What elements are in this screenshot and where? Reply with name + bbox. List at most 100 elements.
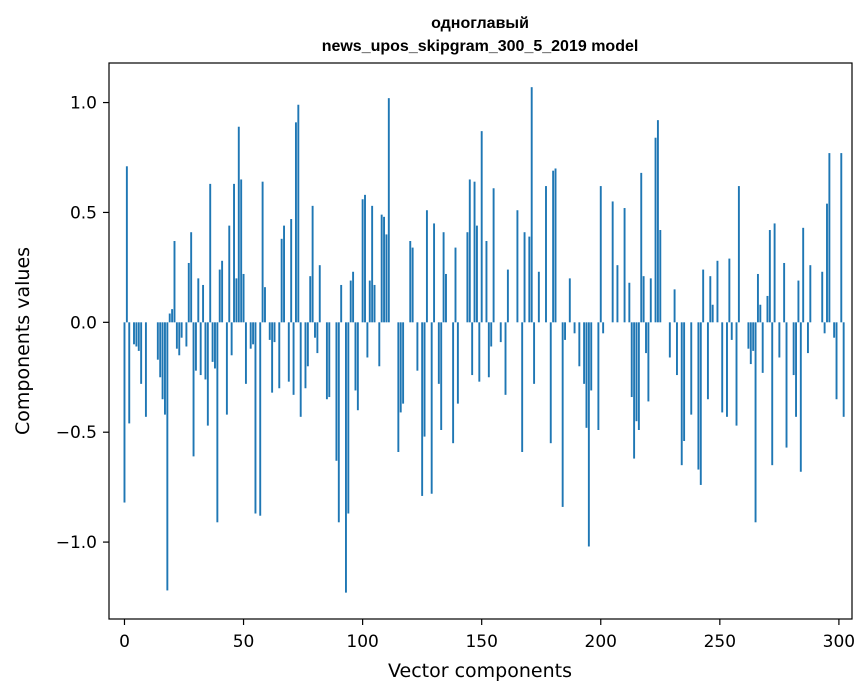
- bar-69: [287, 322, 290, 382]
- bar-74: [299, 322, 302, 417]
- bar-177: [545, 186, 547, 323]
- bar-258: [737, 186, 740, 323]
- bar-272: [771, 322, 774, 466]
- bar-185: [564, 322, 566, 340]
- bar-174: [537, 271, 540, 323]
- bar-242: [699, 322, 702, 485]
- x-axis-label: Vector components: [388, 660, 572, 682]
- bar-234: [680, 322, 683, 466]
- bar-23: [178, 322, 181, 356]
- bar-107: [378, 322, 381, 367]
- bar-89: [335, 322, 338, 461]
- bar-80: [314, 322, 316, 338]
- bar-266: [756, 273, 759, 323]
- bar-210: [623, 208, 626, 323]
- bar-161: [506, 269, 509, 323]
- bar-117: [402, 322, 405, 404]
- x-tick-label: 200: [585, 632, 617, 652]
- bar-29: [192, 322, 195, 457]
- bar-293: [821, 271, 824, 323]
- bar-90: [337, 322, 340, 523]
- bar-223: [654, 137, 657, 323]
- bar-70: [290, 219, 293, 323]
- bar-146: [471, 322, 474, 376]
- bar-129: [430, 322, 433, 494]
- bar-139: [454, 247, 457, 323]
- bar-168: [523, 232, 526, 323]
- bar-4: [133, 322, 135, 345]
- bar-115: [397, 322, 400, 452]
- bar-200: [599, 186, 602, 323]
- bar-93: [345, 322, 347, 593]
- x-tick-label: 300: [823, 632, 855, 652]
- bar-213: [630, 322, 633, 398]
- bar-36: [209, 183, 212, 323]
- bar-302: [842, 322, 845, 417]
- bar-133: [440, 322, 443, 430]
- bar-102: [366, 322, 369, 358]
- bar-62: [271, 322, 274, 393]
- bar-205: [611, 201, 614, 323]
- bar-155: [492, 188, 495, 323]
- bar-253: [726, 322, 728, 417]
- bar-224: [656, 120, 659, 323]
- bar-0: [123, 322, 126, 503]
- bar-6: [137, 322, 140, 351]
- bar-254: [728, 258, 731, 323]
- bar-44: [228, 225, 231, 323]
- bar-219: [645, 322, 647, 354]
- bar-181: [554, 168, 557, 323]
- x-tick-label: 150: [465, 632, 497, 652]
- bar-170: [528, 236, 531, 323]
- bar-47: [235, 278, 238, 323]
- bar-268: [761, 322, 764, 373]
- bar-187: [568, 278, 571, 323]
- bar-14: [156, 322, 159, 360]
- y-tick-label: 0.5: [70, 203, 97, 223]
- bar-167: [521, 322, 524, 452]
- bar-81: [316, 322, 319, 354]
- bar-275: [778, 322, 781, 358]
- x-tick-label: 100: [346, 632, 378, 652]
- bar-191: [578, 322, 581, 367]
- bar-43: [225, 322, 228, 415]
- bar-71: [292, 322, 295, 395]
- bar-24: [180, 322, 183, 338]
- x-tick-label: 50: [233, 632, 255, 652]
- bar-217: [640, 172, 643, 323]
- y-tick-label: −1.0: [56, 533, 97, 553]
- bar-37: [211, 322, 214, 362]
- bar-72: [294, 122, 297, 323]
- bar-22: [175, 322, 178, 349]
- bar-67: [283, 225, 285, 323]
- bar-76: [304, 322, 307, 389]
- bar-201: [602, 322, 605, 334]
- bar-1: [125, 166, 128, 323]
- bar-295: [826, 203, 828, 323]
- bar-172: [533, 322, 536, 384]
- bar-46: [233, 183, 235, 323]
- bar-2: [128, 322, 131, 424]
- plot-frame: [108, 62, 853, 620]
- bar-39: [216, 322, 219, 523]
- bar-105: [373, 284, 376, 323]
- bar-278: [785, 322, 788, 448]
- bar-121: [411, 247, 414, 323]
- bar-262: [747, 322, 750, 349]
- bar-231: [673, 289, 676, 323]
- bar-32: [199, 322, 202, 376]
- bar-73: [297, 104, 300, 323]
- bar-264: [752, 322, 755, 351]
- bar-9: [144, 322, 147, 417]
- bar-148: [475, 225, 478, 323]
- bar-138: [452, 322, 455, 444]
- bar-5: [135, 322, 138, 347]
- bar-145: [468, 179, 471, 323]
- bar-281: [792, 322, 795, 376]
- bar-95: [349, 280, 352, 323]
- bar-284: [799, 322, 802, 472]
- bar-100: [361, 199, 364, 323]
- bar-66: [280, 238, 283, 323]
- bar-110: [385, 234, 388, 323]
- bar-17: [164, 322, 166, 415]
